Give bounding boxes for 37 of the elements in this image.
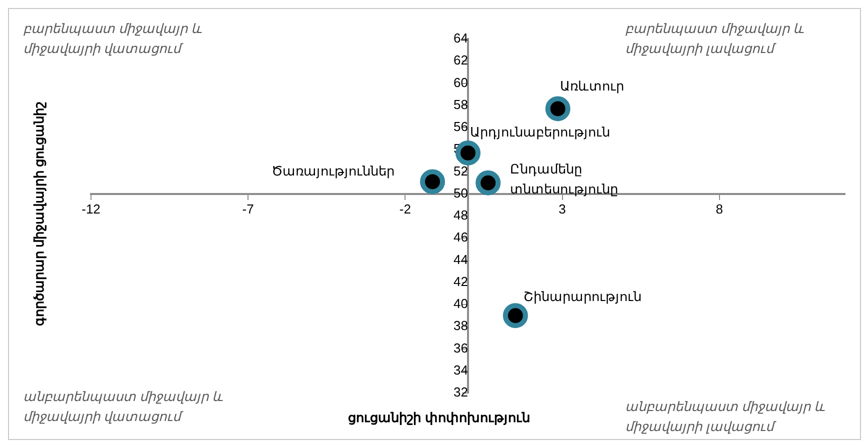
y-tick-label: 40	[454, 296, 468, 312]
y-tick-label: 36	[454, 340, 468, 356]
y-tick-label: 64	[454, 30, 468, 46]
annotation: բարենպաստ միջավայր և միջավայրի վատացում	[23, 20, 204, 58]
y-tick-label: 42	[454, 274, 468, 289]
point	[476, 170, 501, 196]
point	[420, 169, 445, 194]
y-tick-label: 56	[454, 119, 468, 134]
x-axis-title: ցուցանիշի փոփոխություն	[347, 410, 531, 425]
series-label: Ընդամենը տնտեսությունը	[510, 161, 618, 196]
series-label: Առևտուր	[560, 78, 624, 94]
point	[545, 96, 570, 122]
text: Ծառայություններ	[272, 163, 394, 178]
y-tick-label: 48	[454, 208, 468, 223]
annotation: բարենպաստ միջավայր և միջավայրի լավացում	[625, 20, 806, 58]
annotation: անբարենպաստ միջավայր և միջավայրի վատացում	[23, 388, 224, 426]
point	[456, 140, 480, 166]
x-tick-label: -12	[82, 201, 100, 216]
y-tick-label: 60	[454, 74, 468, 90]
x-tick-label: 3	[558, 201, 566, 216]
x-tick-label: -7	[242, 201, 254, 216]
y-tick-label: 52	[454, 163, 468, 178]
y-tick-label: 32	[454, 384, 468, 400]
point	[502, 303, 528, 328]
series-label: Շինարարություն	[523, 289, 642, 304]
y-tick-label: 44	[454, 252, 468, 267]
y-tick-label: 58	[454, 96, 468, 112]
y-tick-label: 62	[454, 52, 468, 68]
y-axis-title: գործարար միջավայրի ցուցանիշ	[32, 102, 46, 326]
y-tick-label: 34	[454, 362, 468, 378]
y-tick-label: 50	[454, 185, 468, 200]
series-label: Արդյունաբերություն	[470, 124, 610, 140]
text: անբարենպաստ միջավայր և միջավայրի լավացում	[625, 398, 826, 436]
y-tick-label: 38	[454, 318, 468, 334]
x-tick-label: -2	[399, 201, 411, 216]
x-tick-label: 8	[716, 201, 723, 216]
y-tick-label: 46	[454, 230, 468, 245]
